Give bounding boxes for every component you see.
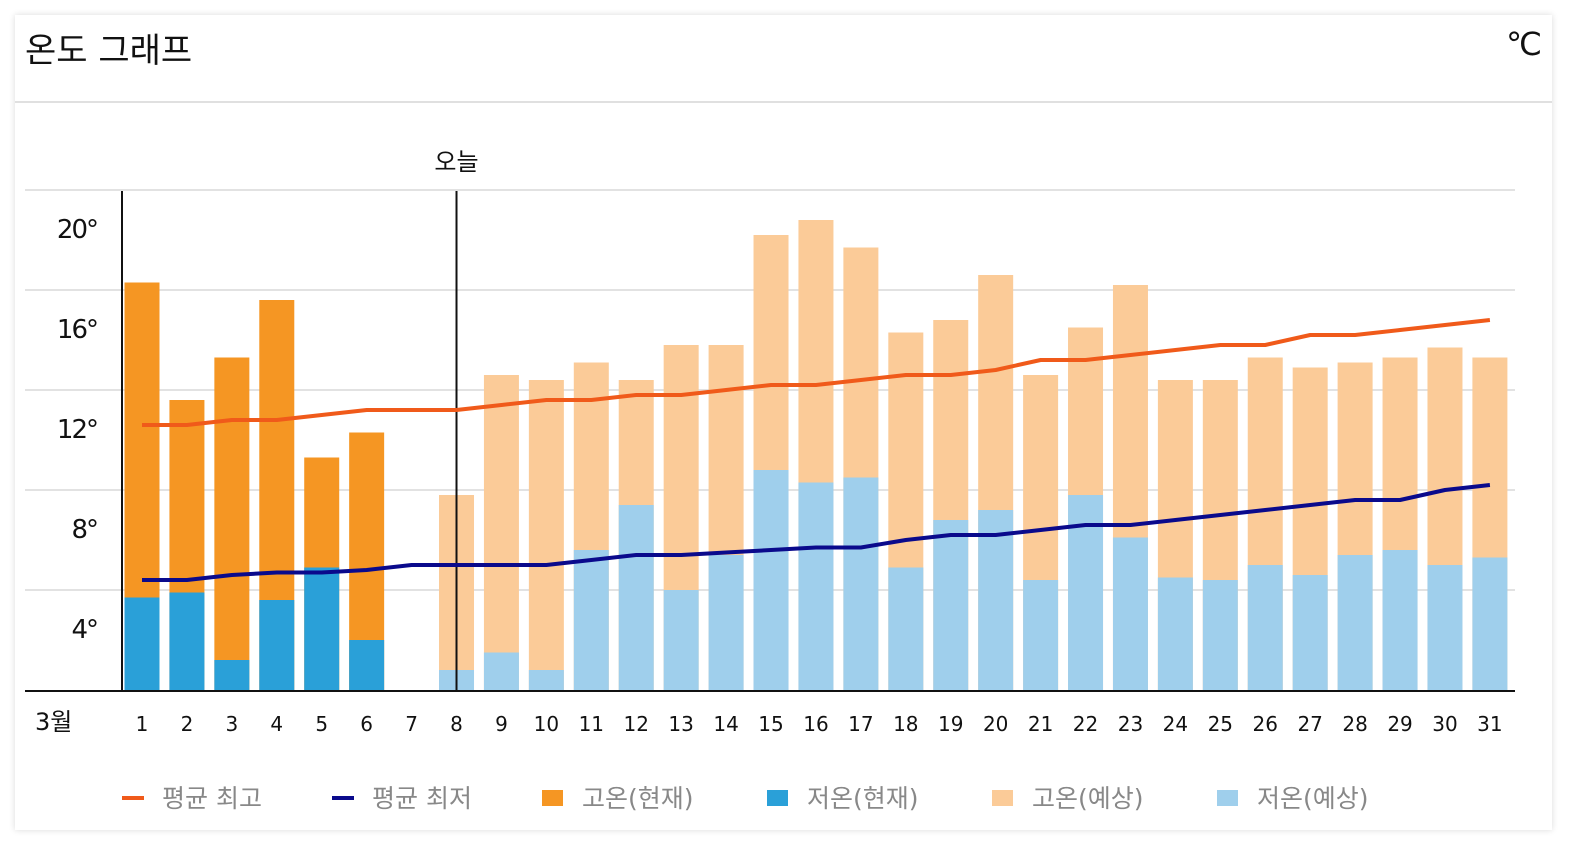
line-평균 최저: [142, 483, 1491, 582]
legend-label: 평균 최저: [372, 784, 472, 813]
bar-고온(예상): [528, 380, 564, 690]
bar-저온(예상): [1292, 575, 1328, 690]
x-tick-label: 18: [893, 712, 918, 736]
x-tick-label: 9: [495, 712, 508, 736]
x-tick-label: 16: [803, 712, 828, 736]
x-tick-label: 23: [1118, 712, 1143, 736]
bar-저온(예상): [1112, 537, 1148, 690]
y-tick-label: 8°: [71, 515, 97, 545]
y-tick-label: 16°: [57, 315, 97, 345]
x-tick-label: 1: [136, 712, 149, 736]
bar-저온(예상): [528, 670, 564, 690]
bar-저온(현재): [304, 567, 340, 690]
legend-box-swatch: [542, 790, 563, 806]
x-tick-label: 15: [758, 712, 783, 736]
chart-title: 온도 그래프: [25, 31, 193, 71]
bar-저온(현재): [169, 592, 205, 690]
x-tick-label: 14: [713, 712, 738, 736]
legend-label: 평균 최고: [162, 784, 262, 813]
x-tick-label: 8: [450, 712, 463, 736]
x-tick-label: 30: [1432, 712, 1457, 736]
x-tick-label: 6: [360, 712, 373, 736]
x-tick-label: 3: [225, 712, 238, 736]
bar-저온(예상): [618, 505, 654, 690]
bar-저온(예상): [933, 520, 969, 690]
x-tick-label: 25: [1208, 712, 1233, 736]
x-tick-label: 21: [1028, 712, 1053, 736]
y-tick-label: 4°: [71, 615, 97, 645]
x-tick-label: 17: [848, 712, 873, 736]
x-tick-label: 29: [1387, 712, 1412, 736]
bar-저온(예상): [1472, 557, 1508, 690]
legend-label: 저온(현재): [807, 784, 919, 813]
legend-line-swatch: [332, 796, 354, 800]
x-tick-label: 22: [1073, 712, 1098, 736]
bar-저온(현재): [259, 600, 295, 690]
card-header: 온도 그래프 ℃: [15, 15, 1552, 103]
x-tick-label: 26: [1253, 712, 1278, 736]
bar-저온(예상): [1023, 580, 1059, 690]
bar-저온(현재): [349, 640, 385, 690]
y-tick-label: 12°: [57, 415, 97, 445]
x-tick-label: 31: [1477, 712, 1502, 736]
bar-저온(예상): [1382, 550, 1418, 690]
bar-저온(현재): [124, 597, 160, 690]
bar-저온(예상): [1247, 565, 1283, 690]
legend-box-swatch: [992, 790, 1013, 806]
bar-저온(예상): [888, 567, 924, 690]
x-tick-label: 5: [315, 712, 328, 736]
bar-저온(예상): [708, 555, 744, 690]
legend-box-swatch: [1217, 790, 1238, 806]
line-평균 최고: [142, 318, 1491, 427]
x-tick-label: 13: [668, 712, 693, 736]
legend-label: 저온(예상): [1257, 784, 1369, 813]
bar-저온(예상): [573, 550, 609, 690]
bar-저온(예상): [753, 470, 789, 690]
x-tick-label: 11: [579, 712, 604, 736]
bar-저온(예상): [1202, 580, 1238, 690]
legend-label: 고온(예상): [1032, 784, 1144, 813]
y-tick-label: 20°: [57, 215, 97, 245]
x-tick-label: 20: [983, 712, 1008, 736]
bar-저온(예상): [1337, 555, 1373, 690]
legend-label: 고온(현재): [582, 784, 694, 813]
bar-저온(예상): [1157, 577, 1193, 690]
bar-저온(예상): [843, 477, 879, 690]
x-tick-label: 24: [1163, 712, 1188, 736]
legend-line-swatch: [122, 796, 144, 800]
bar-저온(예상): [663, 590, 699, 690]
x-tick-label: 28: [1342, 712, 1367, 736]
x-tick-label: 7: [405, 712, 418, 736]
x-tick-label: 27: [1297, 712, 1322, 736]
legend-box-swatch: [767, 790, 788, 806]
x-tick-label: 10: [534, 712, 559, 736]
month-label: 3월: [35, 708, 72, 736]
bar-저온(현재): [214, 660, 250, 690]
bar-저온(예상): [978, 510, 1014, 690]
x-tick-label: 2: [181, 712, 194, 736]
x-tick-label: 12: [624, 712, 649, 736]
bar-저온(예상): [798, 482, 834, 690]
bar-고온(예상): [483, 375, 519, 690]
today-label: 오늘: [434, 148, 478, 176]
bar-저온(예상): [1427, 565, 1463, 690]
bar-저온(예상): [483, 652, 519, 690]
bar-고온(현재): [214, 357, 250, 690]
unit-label: ℃: [1506, 25, 1542, 63]
x-tick-label: 19: [938, 712, 963, 736]
x-tick-label: 4: [270, 712, 283, 736]
